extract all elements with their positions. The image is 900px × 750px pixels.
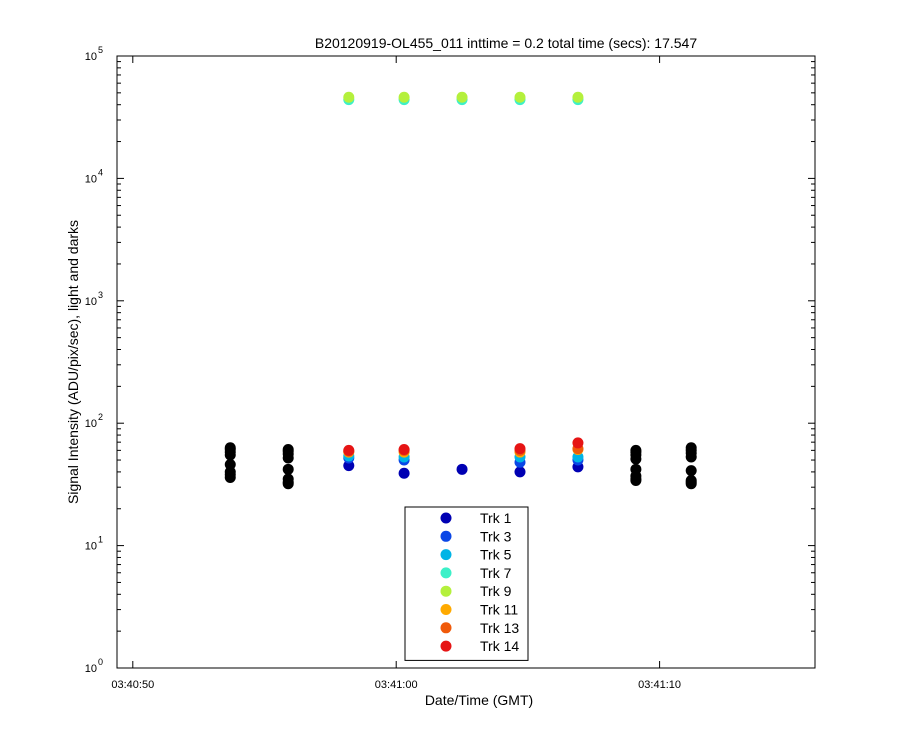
data-point xyxy=(514,443,526,455)
x-tick-label: 03:40:50 xyxy=(111,679,154,691)
data-point xyxy=(514,91,526,103)
legend-marker xyxy=(440,604,452,615)
legend-marker xyxy=(440,567,452,579)
legend-marker xyxy=(440,512,452,524)
data-point xyxy=(456,91,468,103)
legend-label: Trk 9 xyxy=(480,583,512,599)
legend-marker xyxy=(440,549,452,561)
y-tick-label-exponent: 3 xyxy=(98,290,103,300)
y-tick-label: 100 xyxy=(85,657,103,675)
legend-label: Trk 3 xyxy=(480,528,512,544)
x-axis-label: Date/Time (GMT) xyxy=(425,692,533,708)
y-tick-label-exponent: 4 xyxy=(98,167,103,177)
legend-label: Trk 1 xyxy=(480,510,512,526)
y-tick-label-base: 10 xyxy=(85,418,97,430)
data-point xyxy=(685,475,697,487)
data-point xyxy=(282,443,294,455)
legend-label: Trk 7 xyxy=(480,565,512,581)
y-axis-label: Signal Intensity (ADU/pix/sec), light an… xyxy=(65,220,81,504)
data-point xyxy=(343,91,355,103)
legend-marker xyxy=(440,640,452,652)
y-tick-label-base: 10 xyxy=(85,173,97,185)
legend-marker xyxy=(440,530,452,542)
data-point xyxy=(343,444,355,456)
data-point xyxy=(572,91,584,103)
x-tick-label: 03:41:10 xyxy=(638,679,681,691)
data-point xyxy=(456,463,468,475)
legend-label: Trk 11 xyxy=(480,602,518,618)
data-points xyxy=(224,91,697,490)
data-point xyxy=(630,444,642,456)
data-point xyxy=(343,460,355,472)
legend-label: Trk 14 xyxy=(480,638,519,654)
y-tick-label-exponent: 2 xyxy=(98,412,103,422)
data-point xyxy=(224,442,236,454)
y-tick-label: 102 xyxy=(85,412,103,430)
data-point xyxy=(398,467,410,479)
data-point xyxy=(685,465,697,477)
y-tick-label: 105 xyxy=(85,45,103,63)
y-tick-label-base: 10 xyxy=(85,296,97,308)
y-tick-label-base: 10 xyxy=(85,541,97,553)
legend-box xyxy=(404,506,529,661)
chart-title: B20120919-OL455_011 inttime = 0.2 total … xyxy=(315,35,697,51)
y-tick-label-exponent: 5 xyxy=(98,45,103,55)
y-tick-label: 103 xyxy=(85,290,103,308)
data-point xyxy=(398,91,410,103)
y-tick-label: 101 xyxy=(85,535,103,553)
x-axis: 03:40:50 03:41:00 03:41:10 xyxy=(111,56,681,691)
data-point xyxy=(398,443,410,455)
x-tick-label: 03:41:00 xyxy=(375,679,418,691)
data-point xyxy=(572,437,584,449)
data-point xyxy=(630,463,642,475)
y-tick-label-base: 10 xyxy=(85,51,97,63)
data-point xyxy=(282,473,294,485)
legend-label: Trk 5 xyxy=(480,547,512,563)
data-point xyxy=(685,442,697,454)
y-tick-label: 104 xyxy=(85,167,103,185)
legend-marker xyxy=(440,622,452,634)
legend-marker xyxy=(440,585,452,597)
legend: Trk 1 Trk 3 Trk 5 Trk 7 Trk 9 Trk 11 Trk 13 Trk… xyxy=(404,506,529,661)
y-tick-label-exponent: 0 xyxy=(98,657,103,667)
y-tick-label-exponent: 1 xyxy=(98,535,103,545)
data-point xyxy=(514,466,526,478)
data-point xyxy=(224,458,236,470)
legend-label: Trk 13 xyxy=(480,620,519,636)
data-point xyxy=(282,463,294,475)
y-tick-label-base: 10 xyxy=(85,663,97,675)
